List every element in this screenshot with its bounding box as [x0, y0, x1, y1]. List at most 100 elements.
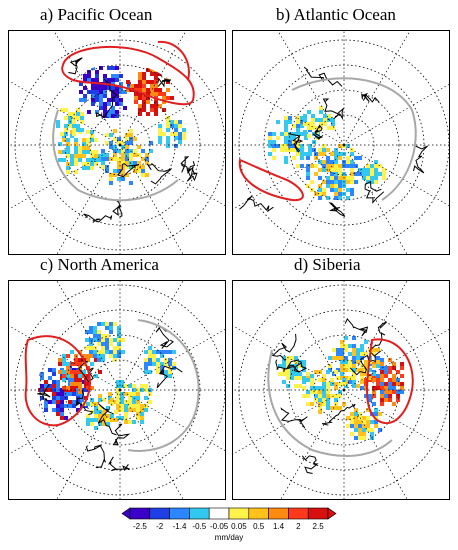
anomaly-cell: [97, 330, 101, 334]
meridian-line: [277, 30, 345, 146]
meridian-line: [280, 144, 345, 255]
anomaly-cell: [64, 392, 68, 396]
anomaly-cell: [90, 422, 94, 426]
anomaly-cell: [136, 392, 140, 396]
anomaly-cell: [68, 392, 72, 396]
anomaly-cell: [303, 122, 307, 126]
anomaly-cell: [364, 352, 368, 356]
anomaly-cell: [364, 360, 368, 364]
anomaly-cell: [156, 350, 160, 354]
anomaly-cell: [72, 132, 76, 136]
anomaly-cell: [330, 184, 334, 188]
anomaly-cell: [344, 348, 348, 352]
anomaly-cell: [366, 408, 370, 412]
anomaly-cell: [78, 150, 82, 154]
anomaly-cell: [348, 380, 352, 384]
anomaly-cell: [78, 158, 82, 162]
anomaly-cell: [86, 378, 90, 382]
anomaly-cell: [318, 160, 322, 164]
anomaly-cell: [107, 114, 111, 118]
anomaly-cell: [362, 432, 366, 436]
anomaly-cell: [113, 350, 117, 354]
anomaly-cell: [137, 161, 141, 165]
anomaly-cell: [44, 400, 48, 404]
anomaly-cell: [378, 412, 382, 416]
anomaly-cell: [338, 184, 342, 188]
anomaly-cell: [336, 352, 340, 356]
anomaly-cell: [326, 160, 330, 164]
anomaly-cell: [340, 344, 344, 348]
anomaly-cell: [117, 334, 121, 338]
anomaly-cell: [117, 338, 121, 342]
anomaly-cell: [302, 386, 306, 390]
anomaly-cell: [284, 144, 288, 148]
anomaly-cell: [115, 86, 119, 90]
anomaly-cell: [318, 168, 322, 172]
anomaly-cell: [117, 157, 121, 161]
anomaly-cell: [318, 398, 322, 402]
anomaly-cell: [99, 90, 103, 94]
anomaly-cell: [113, 137, 117, 141]
anomaly-cell: [56, 400, 60, 404]
source-region-outline: [24, 335, 91, 427]
anomaly-cell: [56, 396, 60, 400]
anomaly-cell: [396, 390, 400, 394]
anomaly-cell: [300, 116, 304, 120]
anomaly-cell: [152, 362, 156, 366]
anomaly-cell: [90, 398, 94, 402]
anomaly-cell: [376, 356, 380, 360]
anomaly-cell: [62, 358, 66, 362]
anomaly-cell: [374, 164, 378, 168]
anomaly-cell: [354, 172, 358, 176]
anomaly-cell: [344, 360, 348, 364]
anomaly-cell: [140, 384, 144, 388]
anomaly-cell: [292, 124, 296, 128]
anomaly-cell: [326, 394, 330, 398]
anomaly-cell: [125, 137, 129, 141]
panel-b-title: b) Atlantic Ocean: [276, 5, 396, 24]
anomaly-cell: [306, 378, 310, 382]
anomaly-cell: [340, 364, 344, 368]
anomaly-cell: [66, 362, 70, 366]
anomaly-cell: [120, 404, 124, 408]
anomaly-cell: [78, 370, 82, 374]
meridian-line: [119, 389, 184, 500]
anomaly-cell: [101, 153, 105, 157]
anomaly-cell: [370, 428, 374, 432]
anomaly-cell: [380, 366, 384, 370]
anomaly-cell: [272, 132, 276, 136]
anomaly-cell: [103, 110, 107, 114]
anomaly-cell: [358, 424, 362, 428]
anomaly-cell: [146, 112, 150, 116]
anomaly-cell: [125, 149, 129, 153]
anomaly-cell: [300, 120, 304, 124]
anomaly-cell: [318, 394, 322, 398]
anomaly-cell: [334, 156, 338, 160]
anomaly-cell: [306, 168, 310, 172]
anomaly-cell: [113, 354, 117, 358]
anomaly-cell: [354, 408, 358, 412]
anomaly-cell: [145, 161, 149, 165]
anomaly-cell: [370, 432, 374, 436]
anomaly-cell: [97, 354, 101, 358]
meridian-line: [119, 280, 184, 391]
anomaly-cell: [132, 388, 136, 392]
anomaly-cell: [101, 346, 105, 350]
anomaly-cell: [298, 376, 302, 380]
anomaly-cell: [314, 370, 318, 374]
anomaly-cell: [121, 141, 125, 145]
anomaly-cell: [90, 402, 94, 406]
anomaly-cell: [290, 368, 294, 372]
anomaly-cell: [107, 102, 111, 106]
anomaly-cell: [140, 408, 144, 412]
anomaly-cell: [338, 188, 342, 192]
anomaly-cell: [129, 157, 133, 161]
anomaly-cell: [364, 340, 368, 344]
anomaly-cell: [119, 90, 123, 94]
anomaly-cell: [319, 110, 323, 114]
anomaly-cell: [292, 156, 296, 160]
anomaly-cell: [94, 406, 98, 410]
anomaly-cell: [318, 196, 322, 200]
anomaly-cell: [90, 166, 94, 170]
anomaly-cell: [348, 344, 352, 348]
